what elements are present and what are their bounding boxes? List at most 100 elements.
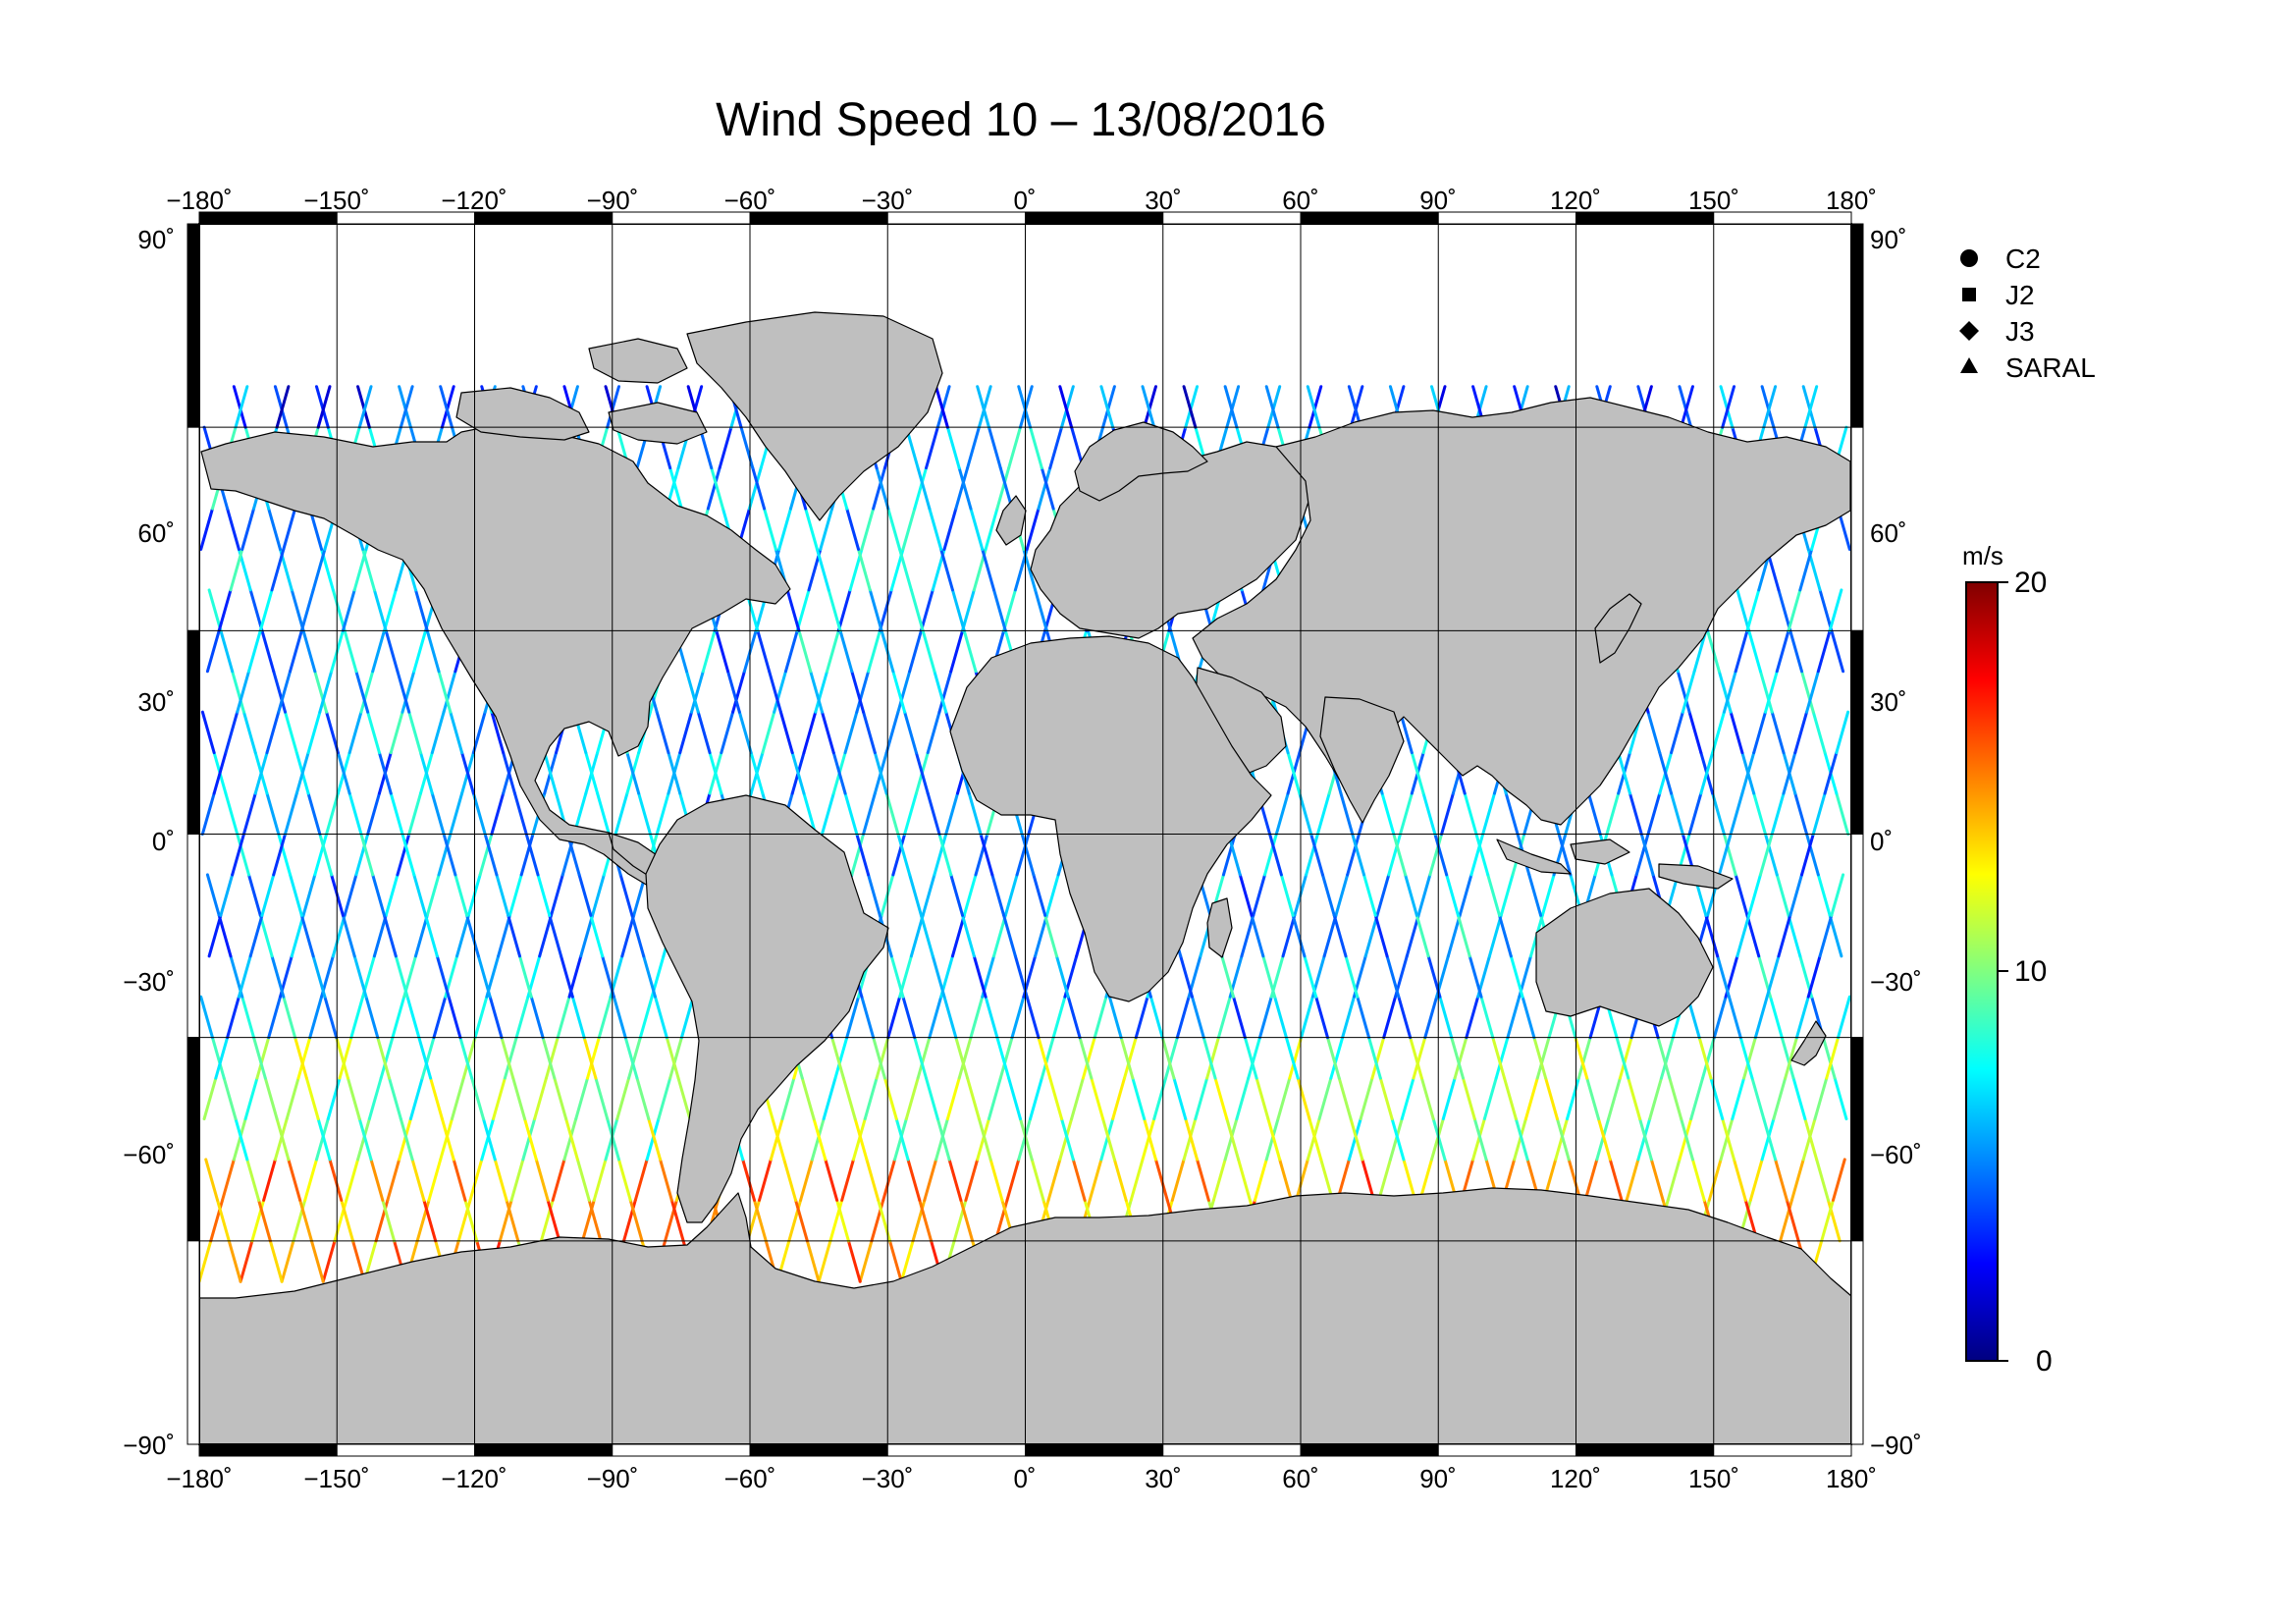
track-segment bbox=[356, 385, 371, 429]
track-segment bbox=[471, 710, 487, 755]
track-segment bbox=[439, 385, 454, 429]
track-segment bbox=[495, 873, 510, 917]
border-bar-segment bbox=[336, 1443, 475, 1457]
track-segment bbox=[868, 588, 883, 632]
track-segment bbox=[591, 873, 606, 917]
left-lat-tick-label: 90˚ bbox=[137, 225, 175, 254]
track-segment bbox=[518, 954, 533, 999]
track-segment bbox=[277, 833, 293, 877]
border-bar-segment bbox=[1575, 1443, 1715, 1457]
track-segment bbox=[962, 628, 978, 674]
track-segment bbox=[1201, 1036, 1217, 1080]
track-segment bbox=[587, 1198, 603, 1243]
track-segment bbox=[918, 1198, 934, 1243]
track-segment bbox=[341, 913, 356, 958]
track-segment bbox=[1018, 385, 1034, 429]
track-segment bbox=[1182, 385, 1198, 429]
track-segment bbox=[884, 791, 900, 836]
track-segment bbox=[1680, 1117, 1694, 1162]
track-segment bbox=[846, 1239, 862, 1283]
track-segment bbox=[1363, 913, 1379, 958]
track-segment bbox=[921, 628, 936, 674]
track-segment bbox=[822, 1076, 837, 1121]
track-segment bbox=[1030, 1158, 1045, 1202]
track-segment bbox=[1298, 791, 1313, 836]
track-segment bbox=[1317, 1076, 1333, 1121]
track-segment bbox=[860, 507, 876, 551]
triangle-marker-icon bbox=[1960, 357, 1978, 373]
border-bar-segment bbox=[612, 1443, 751, 1457]
track-segment bbox=[606, 385, 620, 429]
track-segment bbox=[272, 670, 288, 714]
track-segment bbox=[1607, 1076, 1622, 1121]
track-segment bbox=[1291, 913, 1307, 958]
track-segment bbox=[928, 995, 943, 1040]
track-segment bbox=[1733, 1158, 1747, 1202]
track-segment bbox=[296, 1036, 312, 1080]
track-segment bbox=[316, 1117, 332, 1162]
track-segment bbox=[277, 670, 293, 714]
top-lon-tick-label: 0˚ bbox=[1013, 186, 1036, 215]
track-segment bbox=[824, 1158, 839, 1202]
track-segment bbox=[1003, 873, 1019, 917]
track-segment bbox=[1300, 995, 1314, 1040]
track-segment bbox=[1373, 913, 1389, 958]
track-segment bbox=[419, 751, 434, 795]
top-lon-tick-label: 90˚ bbox=[1419, 186, 1457, 215]
track-segment bbox=[758, 1158, 773, 1202]
track-segment bbox=[1617, 751, 1631, 795]
track-segment bbox=[949, 628, 965, 674]
track-segment bbox=[306, 710, 322, 755]
track-segment bbox=[523, 1117, 538, 1162]
track-segment bbox=[1835, 710, 1850, 755]
track-segment bbox=[1719, 385, 1735, 429]
track-segment bbox=[919, 913, 934, 958]
track-segment bbox=[439, 1117, 454, 1162]
border-bar-segment bbox=[1162, 1443, 1302, 1457]
track-segment bbox=[399, 385, 414, 429]
track-segment bbox=[1711, 791, 1726, 836]
track-segment bbox=[294, 751, 310, 795]
track-segment bbox=[942, 507, 958, 551]
track-segment bbox=[1699, 751, 1715, 795]
colorbar-unit-label: m/s bbox=[1962, 541, 2003, 570]
track-segment bbox=[794, 1198, 809, 1243]
track-segment bbox=[1717, 670, 1733, 714]
track-segment bbox=[1748, 1158, 1764, 1202]
track-segment bbox=[1002, 588, 1017, 632]
track-segment bbox=[468, 1158, 484, 1202]
track-segment bbox=[430, 791, 446, 836]
colorbar-tick-label: 10 bbox=[2014, 955, 2047, 988]
land-greenland bbox=[686, 311, 943, 521]
track-segment bbox=[1134, 995, 1149, 1040]
track-segment bbox=[1029, 1076, 1043, 1121]
track-segment bbox=[369, 1158, 385, 1202]
track-segment bbox=[524, 833, 540, 877]
track-segment bbox=[884, 710, 900, 755]
track-segment bbox=[299, 588, 315, 632]
track-segment bbox=[950, 588, 966, 632]
track-segment bbox=[321, 1239, 337, 1283]
track-segment bbox=[343, 628, 358, 674]
track-segment bbox=[1777, 913, 1792, 958]
track-segment bbox=[275, 1117, 291, 1162]
track-segment bbox=[1627, 1076, 1642, 1121]
track-segment bbox=[231, 670, 245, 714]
track-segment bbox=[1689, 1076, 1705, 1121]
track-segment bbox=[372, 913, 388, 958]
track-segment bbox=[1220, 954, 1236, 999]
track-segment bbox=[425, 628, 441, 674]
track-segment bbox=[1504, 791, 1520, 836]
bottom-lon-tick-label: 30˚ bbox=[1145, 1464, 1182, 1493]
track-segment bbox=[1017, 1117, 1033, 1162]
track-segment bbox=[1308, 1117, 1323, 1162]
track-segment bbox=[1071, 1158, 1087, 1202]
track-segment bbox=[984, 507, 999, 551]
track-segment bbox=[1337, 1076, 1353, 1121]
track-segment bbox=[331, 913, 347, 958]
track-segment bbox=[1830, 628, 1845, 674]
track-segment bbox=[1763, 833, 1779, 877]
track-segment bbox=[435, 954, 451, 999]
track-segment bbox=[1446, 913, 1462, 958]
track-segment bbox=[1777, 588, 1792, 632]
